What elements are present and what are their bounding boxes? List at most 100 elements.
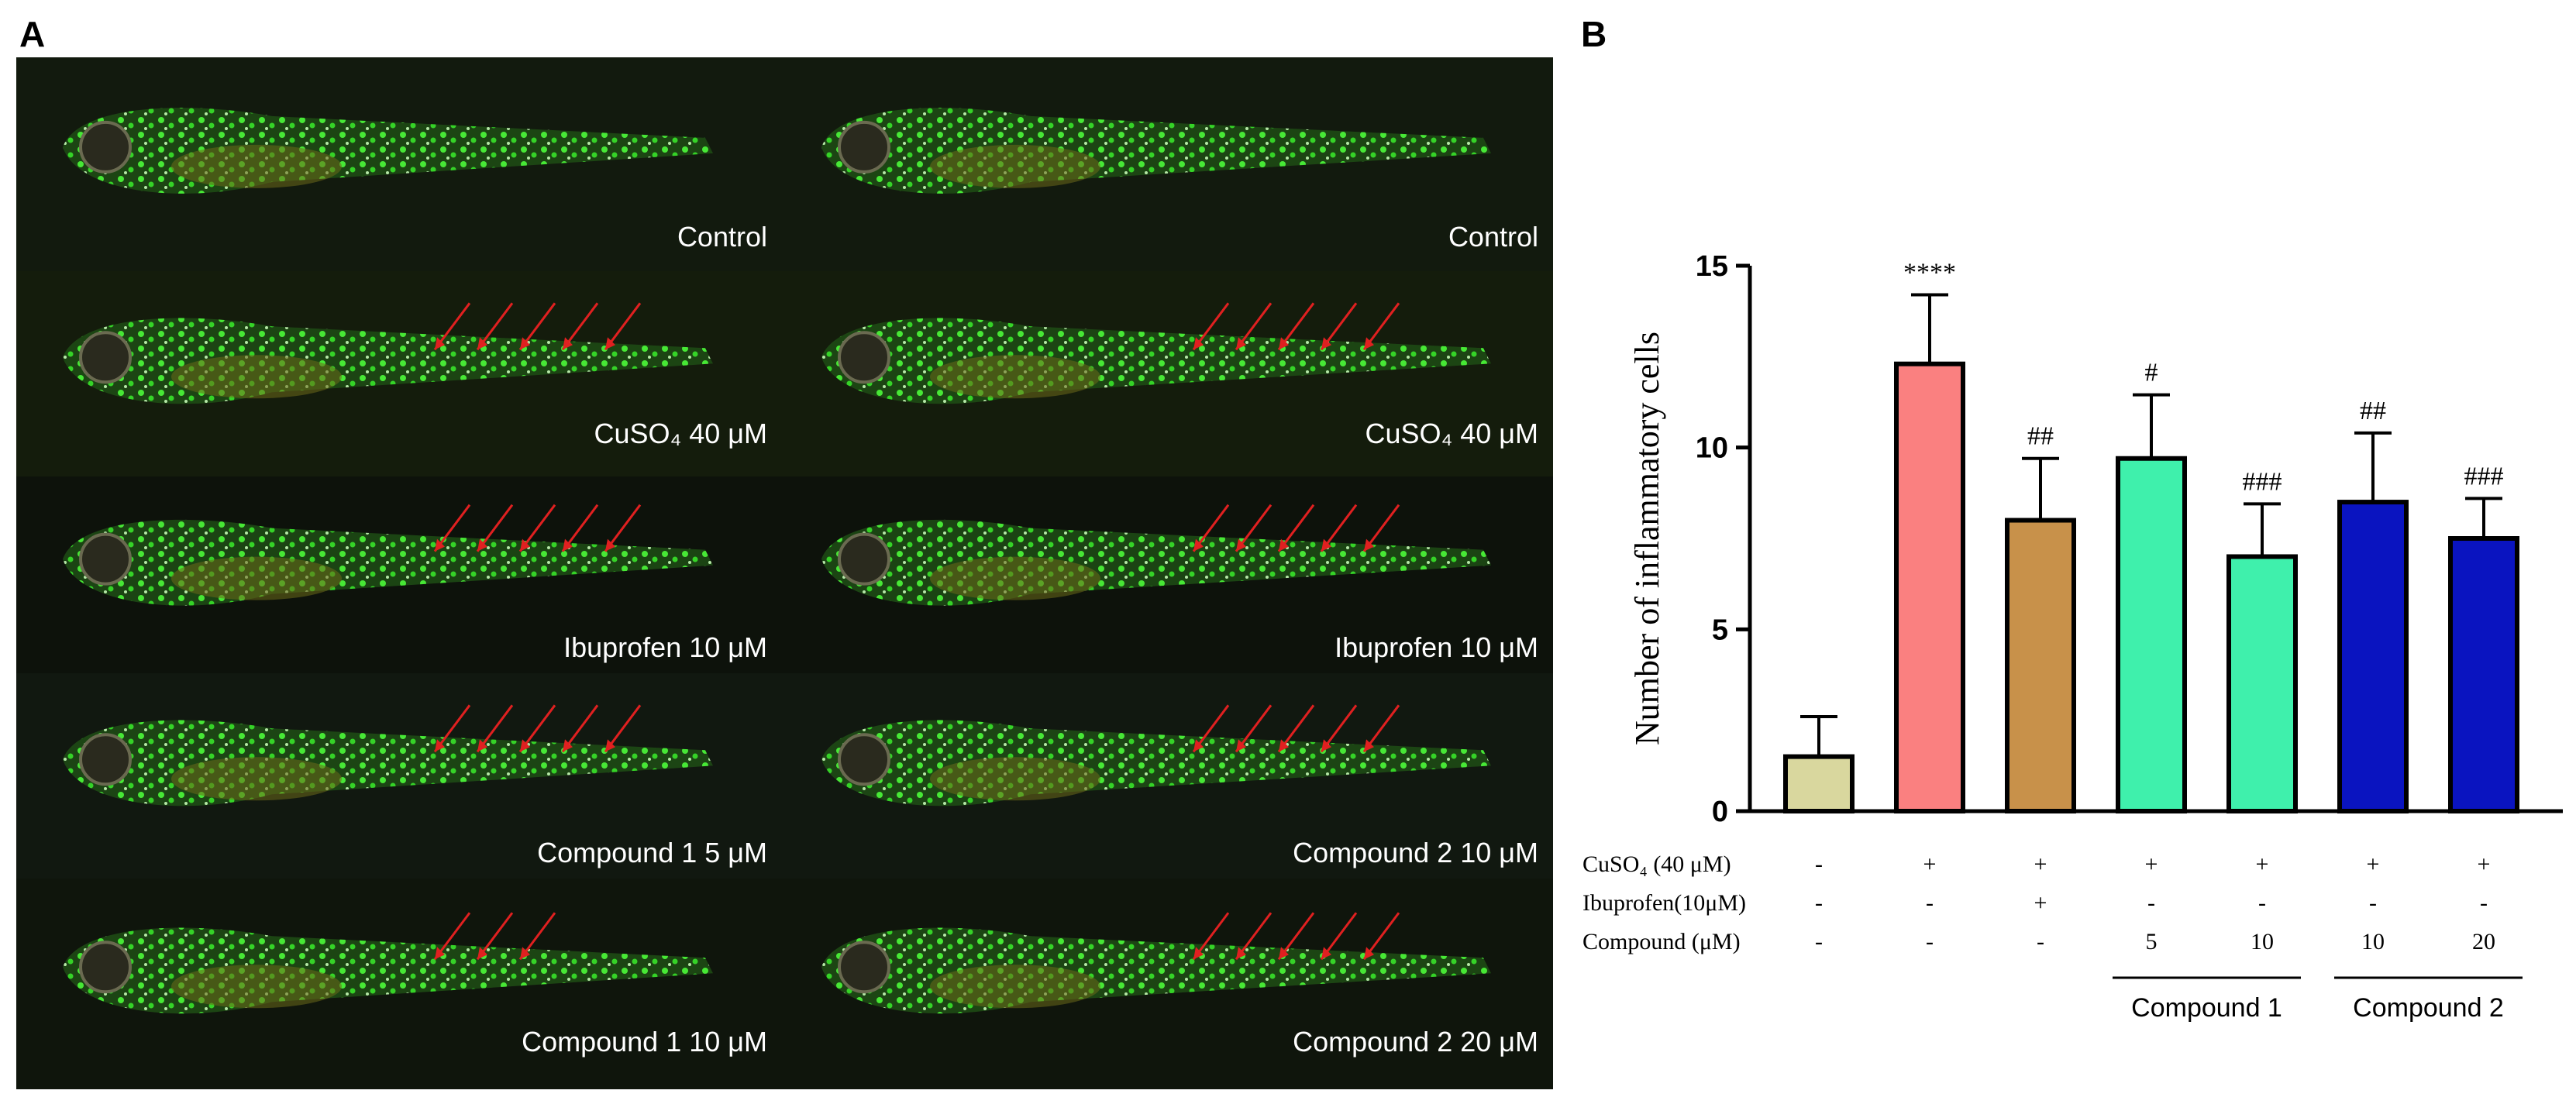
group-label: Compound 1: [2131, 993, 2282, 1023]
eye: [838, 733, 890, 786]
eye: [838, 120, 890, 174]
arrow-head: [1321, 337, 1331, 350]
arrow-head: [435, 538, 445, 552]
arrow-head: [1236, 538, 1246, 552]
arrow-head: [1279, 739, 1289, 752]
yolk: [930, 144, 1100, 188]
image-label: CuSO₄ 40 μM: [594, 418, 767, 449]
y-tick-label: 10: [1696, 432, 1728, 465]
y-axis-title: Number of inflammatory cells: [1628, 332, 1666, 745]
arrow-head: [1236, 739, 1246, 752]
treatment-value: -: [1815, 929, 1823, 954]
treatment-label: CuSO₄ (40 μM): [1582, 851, 1731, 877]
eye: [79, 941, 132, 994]
treatment-value: +: [2256, 851, 2269, 877]
significance: ##: [2360, 397, 2386, 425]
treatment-value: +: [2034, 851, 2047, 877]
group-label: Compound 2: [2353, 993, 2504, 1023]
treatment-value: +: [2367, 851, 2380, 877]
bar: [2226, 554, 2298, 813]
treatment-value: -: [1926, 929, 1934, 954]
arrow-head: [477, 739, 487, 752]
micrograph: [775, 476, 1553, 673]
treatment-value: +: [2034, 890, 2047, 916]
treatment-value: -: [2147, 890, 2155, 916]
yolk: [930, 355, 1100, 399]
treatment-value: +: [2478, 851, 2491, 877]
image-label: CuSO₄ 40 μM: [1365, 418, 1538, 449]
significance: ****: [1903, 259, 1956, 287]
treatment-value: 20: [2472, 929, 2495, 954]
significance: #: [2145, 359, 2158, 387]
treatment-value: -: [1926, 890, 1934, 916]
yolk: [171, 355, 342, 399]
eye: [79, 120, 132, 174]
treatment-value: -: [1815, 890, 1823, 916]
micrograph: [16, 673, 775, 879]
arrow-head: [520, 947, 530, 960]
bar: [1894, 361, 1965, 814]
arrow-head: [563, 538, 573, 552]
y-tick-label: 15: [1696, 250, 1728, 283]
yolk: [930, 556, 1100, 600]
eye: [838, 532, 890, 586]
arrow-head: [1321, 947, 1331, 960]
treatment-value: +: [2145, 851, 2158, 877]
micrograph: [775, 271, 1553, 476]
treatment-value: 10: [2361, 929, 2385, 954]
treatment-value: -: [1815, 851, 1823, 877]
image-label: Compound 2 20 μM: [1293, 1026, 1538, 1058]
arrow-head: [563, 739, 573, 752]
image-label: Control: [1448, 221, 1538, 253]
bar: [2337, 500, 2409, 813]
arrow-head: [435, 947, 445, 960]
arrow-head: [563, 337, 573, 350]
panel-b: B Number of inflammatory cells 0 5 10 15 ***…: [1581, 14, 2563, 1023]
treatment-label: Ibuprofen(10μM): [1582, 890, 1746, 916]
treatment-value: -: [2037, 929, 2044, 954]
treatment-label: Compound (μM): [1582, 929, 1741, 954]
image-label: Control: [677, 221, 767, 253]
arrow-head: [520, 337, 530, 350]
micrograph: [16, 879, 775, 1089]
micrograph: [775, 57, 1553, 271]
image-label: Ibuprofen 10 μM: [1334, 631, 1538, 663]
arrow-head: [1193, 538, 1204, 552]
arrow-head: [435, 739, 445, 752]
bar: [1783, 754, 1855, 813]
arrow-head: [1193, 947, 1204, 960]
arrow-head: [1193, 739, 1204, 752]
bar: [2448, 536, 2519, 813]
y-tick-label: 5: [1712, 614, 1728, 646]
treatment-value: 5: [2146, 929, 2158, 954]
eye: [838, 941, 890, 994]
arrow-head: [1279, 337, 1289, 350]
significance: ##: [2027, 422, 2054, 451]
arrow-head: [435, 337, 445, 350]
arrow-head: [520, 739, 530, 752]
yolk: [171, 556, 342, 600]
yolk: [930, 965, 1100, 1009]
arrow-head: [1364, 337, 1374, 350]
arrow-head: [1364, 947, 1374, 960]
arrow-head: [1279, 947, 1289, 960]
arrow-head: [1321, 538, 1331, 552]
micrograph: [16, 476, 775, 673]
micrograph: [775, 879, 1553, 1089]
bar: [2116, 456, 2187, 813]
eye: [79, 331, 132, 384]
image-label: Compound 1 10 μM: [522, 1026, 767, 1058]
arrow-head: [1193, 337, 1204, 350]
arrow-head: [605, 739, 615, 752]
eye: [79, 532, 132, 586]
arrow-head: [1279, 538, 1289, 552]
arrow-head: [1236, 337, 1246, 350]
yolk: [930, 757, 1100, 801]
arrow-head: [1364, 739, 1374, 752]
yolk: [171, 757, 342, 801]
image-label: Ibuprofen 10 μM: [563, 631, 767, 663]
panel-a: A Control Control CuSO₄ 40 μM CuSO₄ 40 μM Ib…: [16, 14, 1553, 1089]
micrograph: [775, 673, 1553, 879]
image-label: Compound 1 5 μM: [537, 837, 767, 868]
